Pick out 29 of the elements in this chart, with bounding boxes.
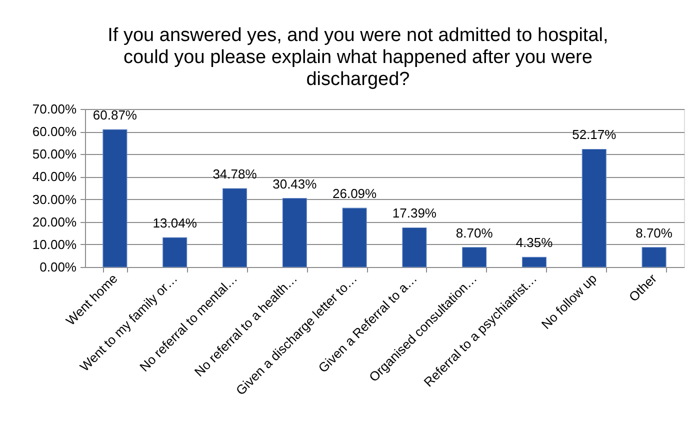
data-label: 26.09%	[332, 186, 378, 202]
data-label: 52.17%	[572, 127, 617, 142]
data-label: 60.87%	[92, 108, 138, 123]
data-label: 4.35%	[516, 235, 554, 250]
bar	[102, 129, 128, 268]
bar	[282, 198, 307, 268]
bar	[342, 208, 367, 268]
data-label: 30.43%	[272, 176, 318, 192]
bar	[162, 237, 188, 268]
data-label: 8.70%	[636, 225, 673, 240]
y-tick-label: 20.00%	[32, 214, 77, 230]
bar	[642, 247, 666, 268]
y-tick-label: 0.00%	[40, 260, 77, 274]
data-label: 34.78%	[212, 166, 258, 182]
y-tick-label: 70.00%	[32, 102, 77, 116]
bar	[462, 247, 487, 268]
data-label: 13.04%	[152, 216, 198, 231]
data-label: 8.70%	[456, 225, 494, 240]
bar	[402, 227, 427, 268]
y-tick-label: 40.00%	[32, 169, 77, 184]
y-tick-label: 10.00%	[32, 236, 77, 252]
y-tick-label: 60.00%	[32, 124, 77, 140]
chart-title: If you answered yes, and you were not admitted to hospital, could you please explain what happened after you were discharged?	[108, 25, 608, 90]
y-tick-label: 30.00%	[32, 192, 77, 207]
bar	[582, 148, 606, 268]
bar	[522, 256, 547, 268]
y-tick-label: 50.00%	[32, 146, 77, 162]
bar	[222, 188, 248, 268]
data-label: 17.39%	[392, 206, 437, 221]
